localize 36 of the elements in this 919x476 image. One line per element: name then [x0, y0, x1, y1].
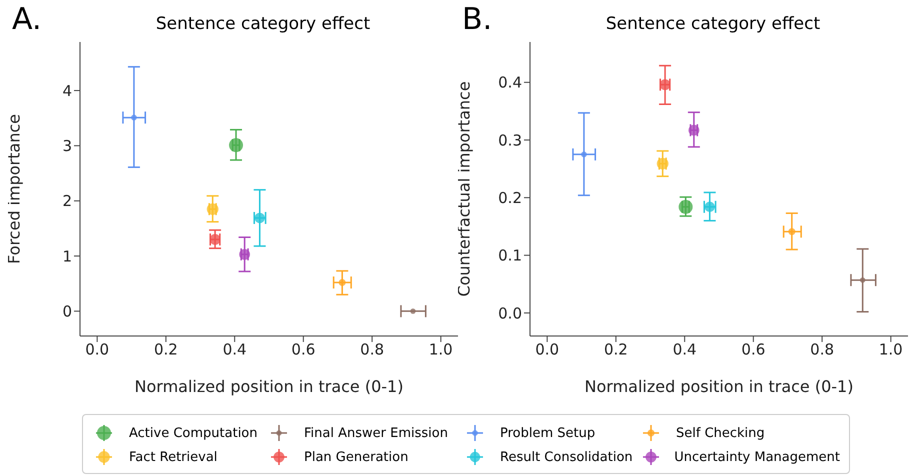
legend-label: Problem Setup	[500, 426, 596, 440]
y-tick-label: 0	[62, 302, 72, 321]
x-tick-label: 1.0	[428, 340, 453, 359]
x-tick-label: 0.4	[672, 340, 697, 359]
y-tick-label: 4	[62, 82, 72, 100]
text: B.	[462, 2, 492, 37]
x-tick-label: 0.2	[154, 340, 178, 359]
chart-title: Sentence category effect	[154, 14, 372, 34]
legend-label: Fact Retrieval	[129, 450, 218, 464]
x-tick-label: 0.4	[222, 340, 247, 359]
x-tick-label: 0.2	[604, 340, 628, 359]
x-tick-label: 0.8	[810, 340, 834, 359]
legend-label: Final Answer Emission	[304, 426, 448, 440]
x-tick-label: 1.0	[878, 340, 903, 359]
x-tick-label: 0.6	[291, 340, 316, 359]
legend-label: Plan Generation	[304, 450, 408, 464]
legend-label: Uncertainty Management	[674, 450, 840, 464]
y-tick-label: 3	[62, 137, 72, 156]
y-tick-label: 1	[62, 247, 72, 266]
x-axis-title: Normalized position in trace (0-1)	[584, 377, 854, 396]
legend-label: Active Computation	[129, 426, 258, 440]
y-tick-label: 0.2	[498, 188, 522, 207]
x-tick-label: 0.8	[360, 340, 384, 359]
y-tick-label: 0.3	[498, 131, 522, 150]
x-tick-label: 0.0	[535, 340, 560, 359]
y-tick-label: 0.0	[498, 304, 522, 322]
chart-title: Sentence category effect	[604, 14, 822, 34]
legend-label: Self Checking	[676, 426, 765, 440]
legend-label: Result Consolidation	[500, 450, 633, 464]
x-tick-label: 0.6	[741, 340, 766, 359]
y-tick-label: 0.4	[498, 74, 522, 92]
y-tick-label: 0.1	[498, 246, 522, 265]
x-axis-title: Normalized position in trace (0-1)	[134, 377, 404, 396]
y-tick-label: 2	[62, 192, 72, 210]
x-tick-label: 0.0	[85, 340, 110, 359]
text: A.	[12, 2, 42, 37]
